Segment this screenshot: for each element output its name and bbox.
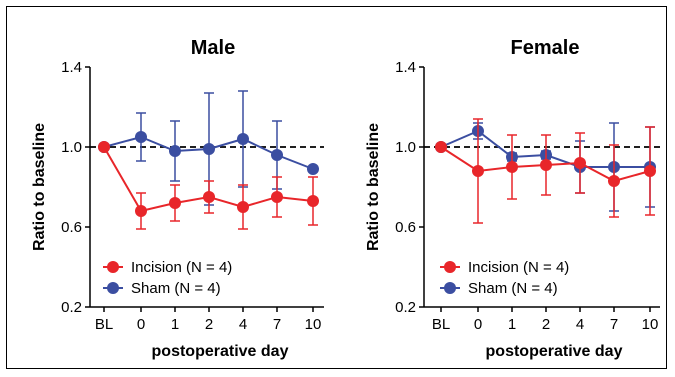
- data-point-sham: [307, 163, 319, 175]
- legend-marker-sham: [107, 282, 119, 294]
- y-tick-label: 0.2: [395, 299, 416, 316]
- data-point-incision: [135, 205, 147, 217]
- data-point-sham: [169, 145, 181, 157]
- data-point-sham: [203, 143, 215, 155]
- chart-title: Female: [511, 37, 580, 59]
- data-point-incision: [506, 161, 518, 173]
- legend-label-incision: Incision (N = 4): [468, 259, 569, 276]
- x-tick-label: 1: [171, 316, 179, 333]
- x-tick-label: 2: [205, 316, 213, 333]
- x-tick-label: 10: [305, 316, 322, 333]
- chart-title: Male: [191, 37, 235, 59]
- data-point-incision: [540, 159, 552, 171]
- x-tick-label: 4: [239, 316, 247, 333]
- data-point-incision: [203, 191, 215, 203]
- data-point-incision: [435, 141, 447, 153]
- data-point-incision: [574, 157, 586, 169]
- x-tick-label: 10: [642, 316, 659, 333]
- data-point-sham: [237, 133, 249, 145]
- data-point-incision: [608, 175, 620, 187]
- legend-label-sham: Sham (N = 4): [468, 280, 558, 297]
- y-tick-label: 1.0: [395, 139, 416, 156]
- y-tick-label: 0.6: [395, 219, 416, 236]
- data-point-sham: [135, 131, 147, 143]
- data-point-incision: [98, 141, 110, 153]
- y-axis-label: Ratio to baseline: [31, 123, 48, 251]
- legend-marker-sham: [444, 282, 456, 294]
- y-tick-label: 1.4: [395, 59, 416, 76]
- data-point-sham: [271, 149, 283, 161]
- data-point-incision: [271, 191, 283, 203]
- x-tick-label: 1: [508, 316, 516, 333]
- data-point-incision: [169, 197, 181, 209]
- legend-marker-incision: [107, 261, 119, 273]
- x-tick-label: 7: [610, 316, 618, 333]
- y-tick-label: 0.2: [61, 299, 82, 316]
- y-tick-label: 1.0: [61, 139, 82, 156]
- x-tick-label: 0: [474, 316, 482, 333]
- data-point-incision: [237, 201, 249, 213]
- y-axis-label: Ratio to baseline: [365, 123, 382, 251]
- x-tick-label: 2: [542, 316, 550, 333]
- x-tick-label: BL: [95, 316, 113, 333]
- x-tick-label: BL: [432, 316, 450, 333]
- data-point-incision: [472, 165, 484, 177]
- x-tick-label: 7: [273, 316, 281, 333]
- legend-marker-incision: [444, 261, 456, 273]
- x-axis-label: postoperative day: [152, 343, 289, 360]
- data-point-incision: [644, 165, 656, 177]
- legend-label-sham: Sham (N = 4): [131, 280, 221, 297]
- chart-female: Female Ratio to baseline postoperative d…: [365, 37, 660, 360]
- x-axis-label: postoperative day: [486, 343, 623, 360]
- x-tick-label: 0: [137, 316, 145, 333]
- data-point-incision: [307, 195, 319, 207]
- figure-frame: [6, 6, 667, 369]
- legend-label-incision: Incision (N = 4): [131, 259, 232, 276]
- y-tick-label: 1.4: [61, 59, 82, 76]
- x-tick-label: 4: [576, 316, 584, 333]
- chart-male: Male Ratio to baseline postoperative day…: [31, 37, 324, 360]
- y-tick-label: 0.6: [61, 219, 82, 236]
